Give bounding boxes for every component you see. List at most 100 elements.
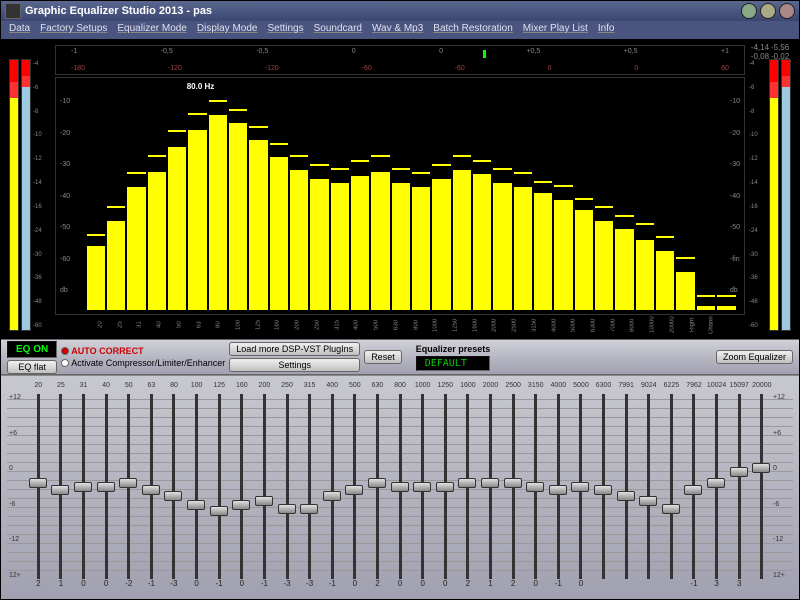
- eq-slider[interactable]: [502, 394, 525, 579]
- menu-equalizer-mode[interactable]: Equalizer Mode: [117, 23, 186, 37]
- eq-slider[interactable]: [705, 394, 728, 579]
- slider-thumb[interactable]: [684, 485, 702, 495]
- eq-status[interactable]: EQ ON: [7, 341, 57, 358]
- menu-info[interactable]: Info: [598, 23, 615, 37]
- slider-thumb[interactable]: [617, 491, 635, 501]
- eq-slider[interactable]: [592, 394, 615, 579]
- equalizer-sliders-panel: 2025314050638010012516020025031540050063…: [1, 375, 799, 599]
- eq-slider[interactable]: [457, 394, 480, 579]
- eq-slider[interactable]: [140, 394, 163, 579]
- slider-thumb[interactable]: [29, 478, 47, 488]
- eq-slider[interactable]: [479, 394, 502, 579]
- slider-thumb[interactable]: [187, 500, 205, 510]
- eq-slider[interactable]: [366, 394, 389, 579]
- slider-thumb[interactable]: [232, 500, 250, 510]
- slider-thumb[interactable]: [97, 482, 115, 492]
- eq-slider[interactable]: [208, 394, 231, 579]
- spectrum-bar: [514, 187, 532, 310]
- slider-thumb[interactable]: [300, 504, 318, 514]
- slider-thumb[interactable]: [210, 506, 228, 516]
- slider-thumb[interactable]: [278, 504, 296, 514]
- balance-bar[interactable]: -1-0,5-0,500+0,5+0,5+1 -180-120-120-60-6…: [55, 45, 745, 75]
- eq-slider[interactable]: [434, 394, 457, 579]
- slider-thumb[interactable]: [594, 485, 612, 495]
- eq-slider[interactable]: [230, 394, 253, 579]
- slider-thumb[interactable]: [458, 478, 476, 488]
- slider-thumb[interactable]: [639, 496, 657, 506]
- eq-slider[interactable]: [683, 394, 706, 579]
- slider-thumb[interactable]: [368, 478, 386, 488]
- slider-thumb[interactable]: [662, 504, 680, 514]
- slider-thumb[interactable]: [255, 496, 273, 506]
- auto-correct-radio[interactable]: AUTO CORRECT: [61, 346, 225, 356]
- spectrum-bar: [697, 306, 715, 310]
- eq-slider[interactable]: [547, 394, 570, 579]
- reset-button[interactable]: Reset: [364, 350, 402, 364]
- settings-button[interactable]: Settings: [229, 358, 360, 372]
- eq-slider[interactable]: [163, 394, 186, 579]
- load-plugins-button[interactable]: Load more DSP-VST PlugIns: [229, 342, 360, 356]
- eq-slider[interactable]: [524, 394, 547, 579]
- zoom-equalizer-button[interactable]: Zoom Equalizer: [716, 350, 793, 364]
- activate-compressor-radio[interactable]: Activate Compressor/Limiter/Enhancer: [61, 358, 225, 368]
- eq-slider[interactable]: [298, 394, 321, 579]
- left-meter-header: [5, 43, 55, 55]
- menu-factory-setups[interactable]: Factory Setups: [40, 23, 107, 37]
- eq-slider[interactable]: [751, 394, 774, 579]
- slider-thumb[interactable]: [752, 463, 770, 473]
- eq-slider[interactable]: [344, 394, 367, 579]
- eq-slider[interactable]: [660, 394, 683, 579]
- eq-slider[interactable]: [253, 394, 276, 579]
- slider-thumb[interactable]: [571, 482, 589, 492]
- menu-settings[interactable]: Settings: [267, 23, 303, 37]
- eq-slider[interactable]: [50, 394, 73, 579]
- eq-slider[interactable]: [728, 394, 751, 579]
- preset-value[interactable]: DEFAULT: [416, 356, 491, 371]
- eq-slider[interactable]: [117, 394, 140, 579]
- menu-soundcard[interactable]: Soundcard: [314, 23, 362, 37]
- menu-display-mode[interactable]: Display Mode: [197, 23, 258, 37]
- spectrum-bar: [107, 221, 125, 310]
- slider-thumb[interactable]: [707, 478, 725, 488]
- eq-slider[interactable]: [185, 394, 208, 579]
- left-meter-column: -4-6-8-10-12-14-16-24-30-36-48-60: [5, 43, 55, 335]
- eq-slider[interactable]: [27, 394, 50, 579]
- slider-thumb[interactable]: [51, 485, 69, 495]
- slider-thumb[interactable]: [142, 485, 160, 495]
- eq-slider[interactable]: [95, 394, 118, 579]
- slider-thumb[interactable]: [730, 467, 748, 477]
- titlebar[interactable]: Graphic Equalizer Studio 2013 - pas: [1, 1, 799, 21]
- close-icon[interactable]: [779, 3, 795, 19]
- eq-slider[interactable]: [276, 394, 299, 579]
- slider-thumb[interactable]: [481, 478, 499, 488]
- slider-thumb[interactable]: [413, 482, 431, 492]
- slider-thumb[interactable]: [504, 478, 522, 488]
- menu-wav-mp-[interactable]: Wav & Mp3: [372, 23, 423, 37]
- slider-thumb[interactable]: [549, 485, 567, 495]
- slider-thumb[interactable]: [345, 485, 363, 495]
- eq-slider[interactable]: [615, 394, 638, 579]
- level-meter: [781, 59, 791, 331]
- slider-thumb[interactable]: [119, 478, 137, 488]
- minimize-icon[interactable]: [741, 3, 757, 19]
- eq-slider[interactable]: [321, 394, 344, 579]
- eq-slider[interactable]: [389, 394, 412, 579]
- eq-slider[interactable]: [570, 394, 593, 579]
- spectrum-bar: [615, 229, 633, 310]
- slider-thumb[interactable]: [526, 482, 544, 492]
- slider-thumb[interactable]: [391, 482, 409, 492]
- maximize-icon[interactable]: [760, 3, 776, 19]
- slider-thumb[interactable]: [74, 482, 92, 492]
- balance-indicator[interactable]: [483, 50, 486, 58]
- slider-thumb[interactable]: [323, 491, 341, 501]
- menu-mixer-play-list[interactable]: Mixer Play List: [523, 23, 588, 37]
- eq-slider[interactable]: [72, 394, 95, 579]
- menu-data[interactable]: Data: [9, 23, 30, 37]
- eq-slider[interactable]: [637, 394, 660, 579]
- eq-slider[interactable]: [411, 394, 434, 579]
- eq-flat-button[interactable]: EQ flat: [7, 360, 57, 374]
- menu-batch-restoration[interactable]: Batch Restoration: [433, 23, 513, 37]
- slider-thumb[interactable]: [436, 482, 454, 492]
- spectrum-bar: [229, 123, 247, 310]
- slider-thumb[interactable]: [164, 491, 182, 501]
